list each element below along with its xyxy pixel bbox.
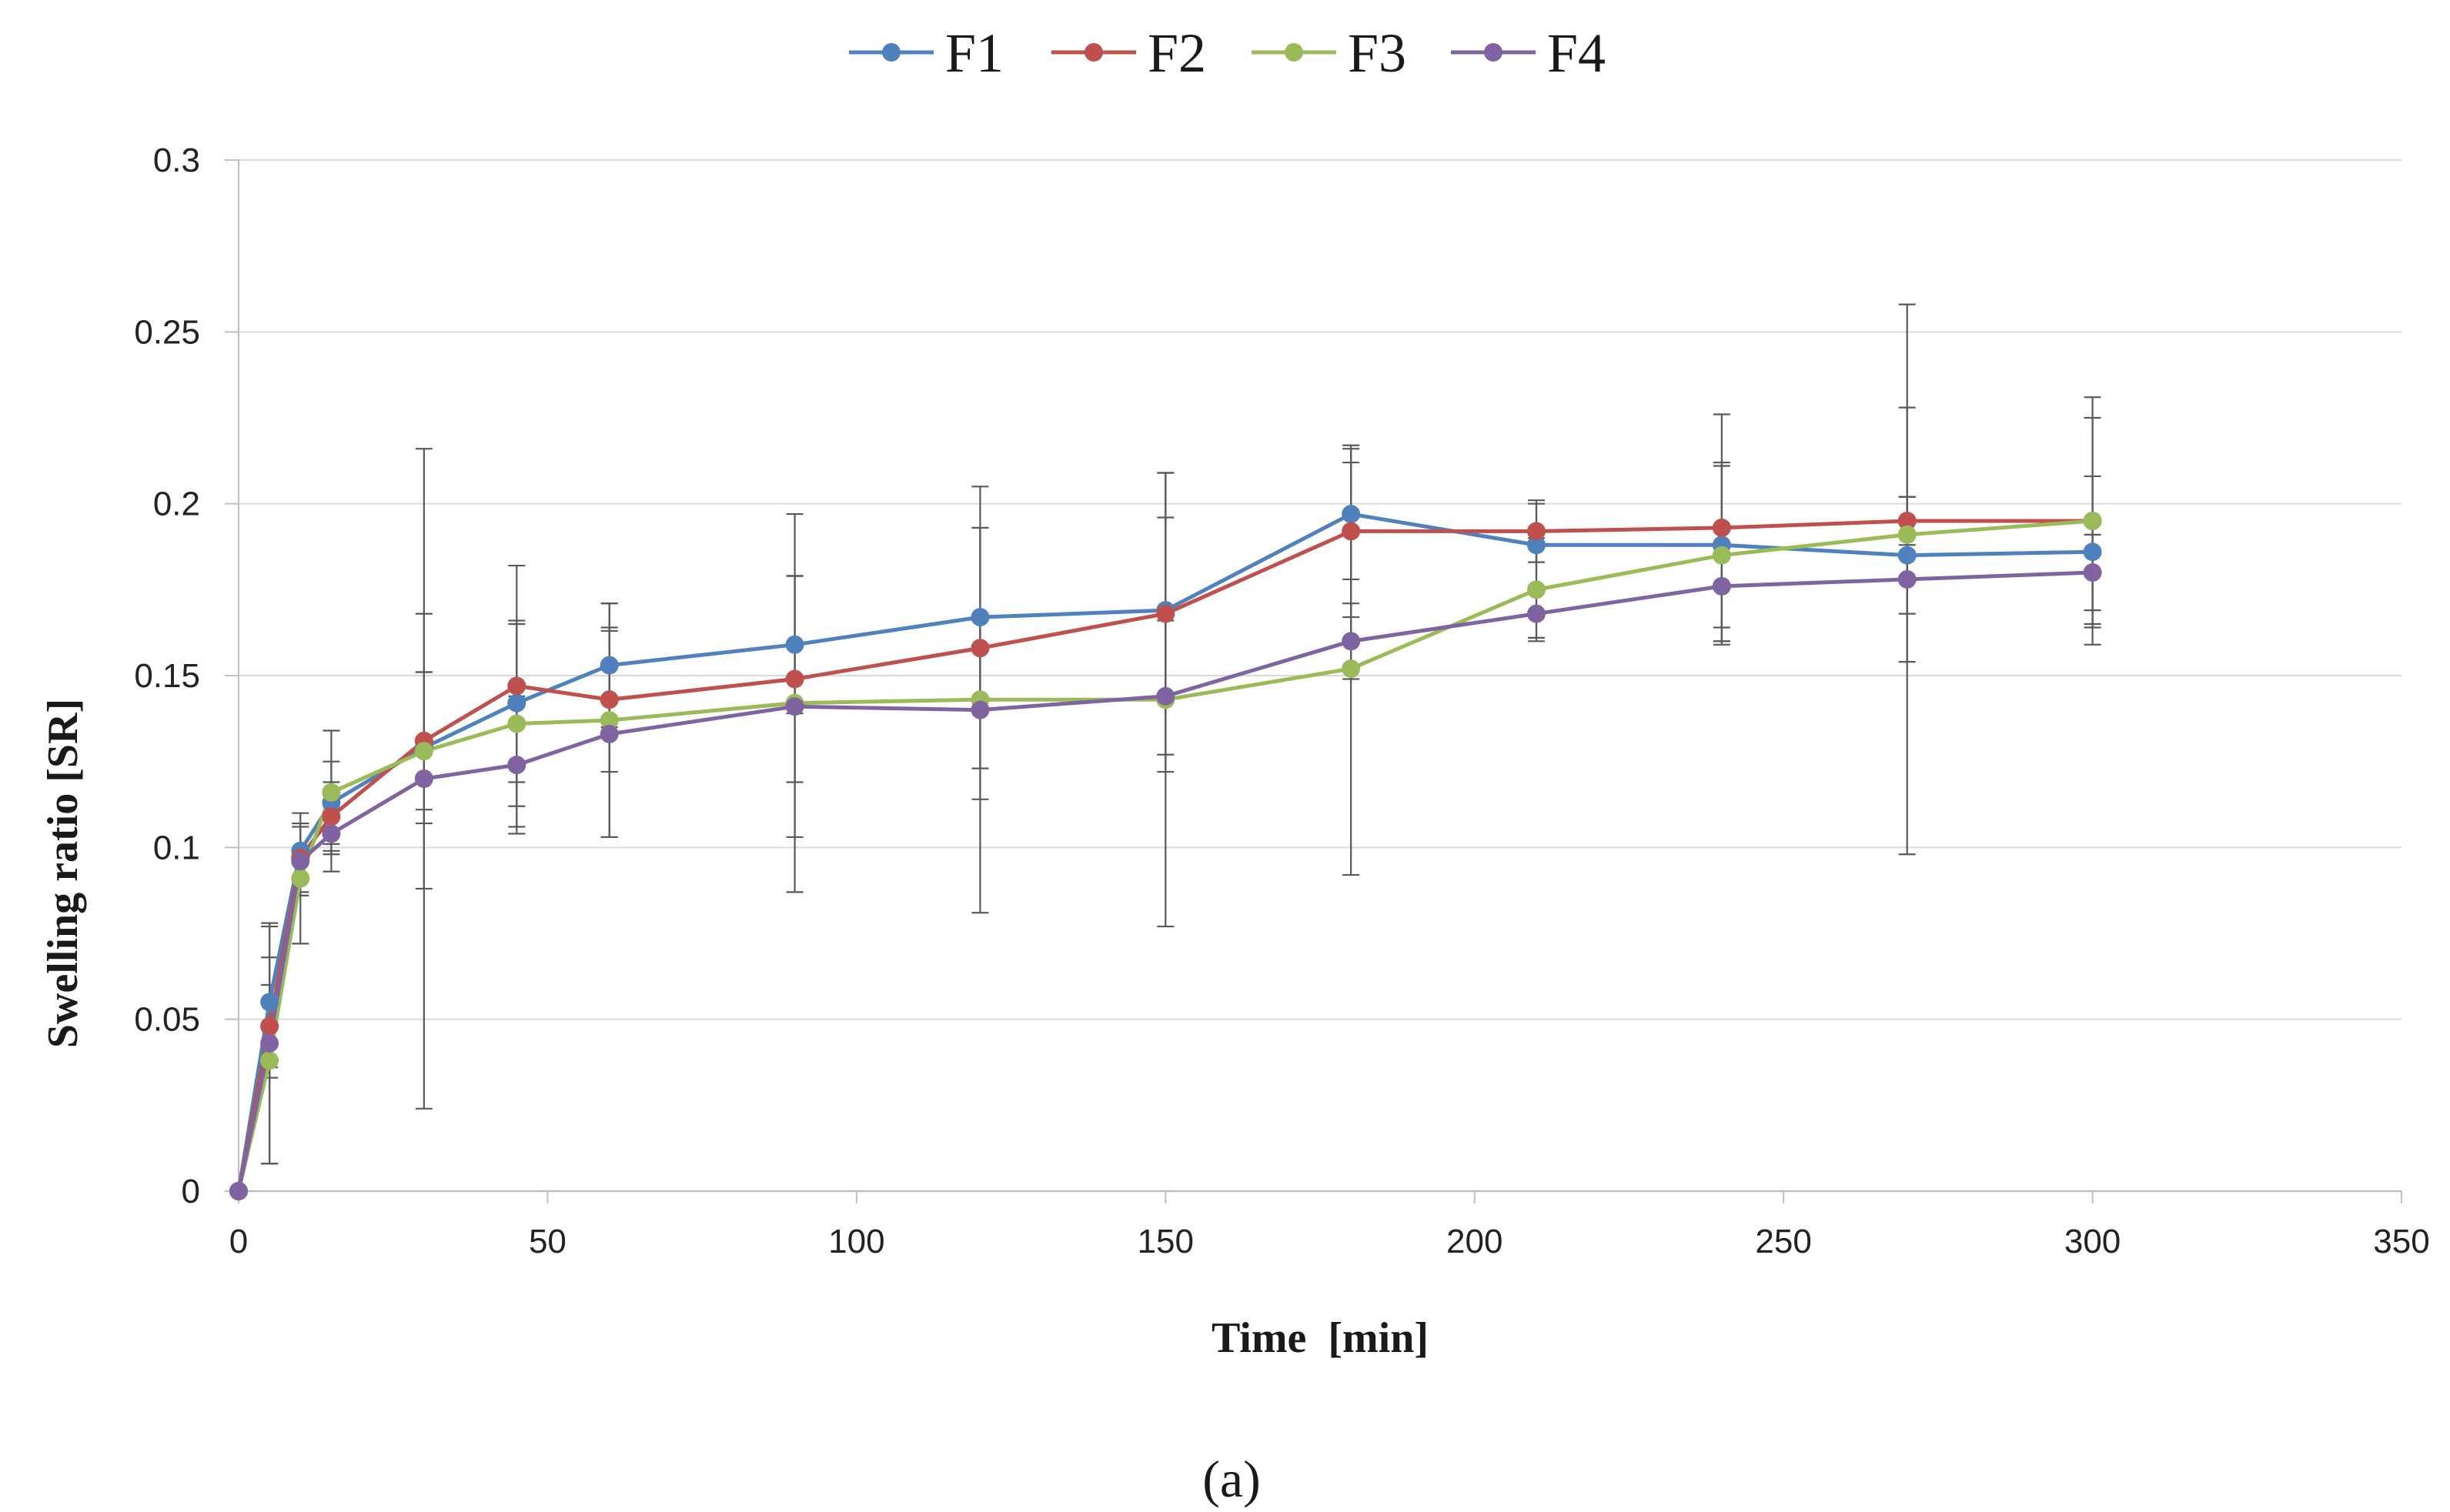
data-point-F4	[507, 756, 526, 775]
error-bars	[261, 303, 2101, 1165]
legend-item-F2: F2	[1051, 22, 1206, 84]
legend-item-F1: F1	[849, 22, 1004, 84]
data-point-F2	[600, 690, 619, 709]
data-point-F4	[785, 697, 804, 716]
y-axis-title: Swelling ratio [SR]	[39, 699, 87, 1048]
data-point-F4	[291, 852, 310, 871]
x-tick-label: 0	[229, 1223, 248, 1260]
data-point-F2	[322, 807, 341, 826]
data-point-F1	[1527, 536, 1546, 555]
y-tick-label: 0	[182, 1173, 200, 1210]
data-point-F2	[260, 1016, 279, 1036]
data-point-F1	[2083, 542, 2102, 562]
data-point-F4	[1712, 576, 1731, 596]
data-point-F2	[507, 676, 526, 696]
data-point-F2	[971, 639, 990, 658]
data-point-F2	[785, 669, 804, 689]
data-point-F1	[260, 993, 279, 1012]
y-tick-label: 0.3	[153, 142, 200, 179]
data-point-F1	[1342, 505, 1361, 524]
legend-label-F4: F4	[1547, 22, 1606, 84]
data-point-F3	[1342, 659, 1361, 679]
data-point-F4	[1527, 604, 1546, 623]
data-point-F4	[322, 824, 341, 843]
data-point-F3	[291, 869, 310, 888]
x-tick-label: 250	[1755, 1223, 1811, 1260]
data-point-F3	[1897, 525, 1917, 544]
legend-item-F3: F3	[1252, 22, 1406, 84]
gridlines	[225, 159, 2402, 1192]
data-point-F3	[600, 711, 619, 730]
data-point-F2	[1712, 518, 1731, 537]
data-point-F1	[785, 635, 804, 654]
x-tick-label: 150	[1138, 1223, 1194, 1260]
legend-item-F4: F4	[1451, 22, 1606, 84]
data-point-F2	[1527, 522, 1546, 541]
y-tick-labels: 0 0.05 0.1 0.15 0.2 0.25 0.3	[134, 142, 200, 1210]
data-point-F3	[322, 783, 341, 802]
data-point-F3	[507, 714, 526, 733]
data-point-F3	[1527, 580, 1546, 599]
x-tick-label: 100	[828, 1223, 884, 1260]
x-tick-label: 50	[529, 1223, 567, 1260]
x-tick-label: 350	[2373, 1223, 2429, 1260]
data-point-F4	[2083, 563, 2102, 582]
data-point-F1	[1897, 546, 1917, 565]
legend-marker-F1	[882, 43, 901, 62]
data-point-F4	[229, 1182, 248, 1200]
data-point-F4	[1897, 569, 1917, 589]
x-axis-title: Time [min]	[1212, 1314, 1429, 1362]
axes	[238, 160, 2402, 1203]
legend-label-F3: F3	[1348, 22, 1406, 84]
y-tick-label: 0.1	[153, 829, 200, 866]
x-tick-labels: 0 50 100 150 200 250 300 350	[229, 1223, 2430, 1260]
data-point-F1	[600, 656, 619, 675]
data-point-F4	[1342, 632, 1361, 651]
data-point-F4	[414, 769, 433, 788]
data-point-F3	[414, 742, 433, 761]
data-point-F2	[1897, 512, 1917, 530]
legend-marker-F4	[1484, 43, 1502, 62]
legend: F1 F2 F3 F4	[849, 22, 1606, 84]
data-point-F1	[971, 608, 990, 627]
legend-marker-F2	[1085, 43, 1103, 62]
legend-label-F2: F2	[1148, 22, 1206, 84]
data-point-F4	[260, 1033, 279, 1053]
y-tick-label: 0.25	[134, 313, 200, 351]
x-tick-label: 300	[2064, 1223, 2121, 1260]
data-point-F3	[2083, 512, 2102, 530]
legend-label-F1: F1	[945, 22, 1004, 84]
y-tick-label: 0.05	[134, 1001, 200, 1039]
data-point-F3	[260, 1051, 279, 1070]
data-point-F4	[971, 700, 990, 719]
y-tick-label: 0.2	[153, 486, 200, 523]
data-point-F4	[600, 724, 619, 743]
data-point-F3	[1712, 546, 1731, 565]
legend-marker-F3	[1285, 43, 1303, 62]
data-points	[229, 505, 2102, 1200]
data-point-F1	[507, 693, 526, 713]
data-point-F2	[1156, 604, 1175, 623]
data-point-F2	[1342, 522, 1361, 541]
data-point-F4	[1156, 686, 1175, 706]
y-tick-label: 0.15	[134, 657, 200, 695]
x-tick-label: 200	[1446, 1223, 1502, 1260]
figure-caption: (a)	[1202, 1450, 1260, 1508]
